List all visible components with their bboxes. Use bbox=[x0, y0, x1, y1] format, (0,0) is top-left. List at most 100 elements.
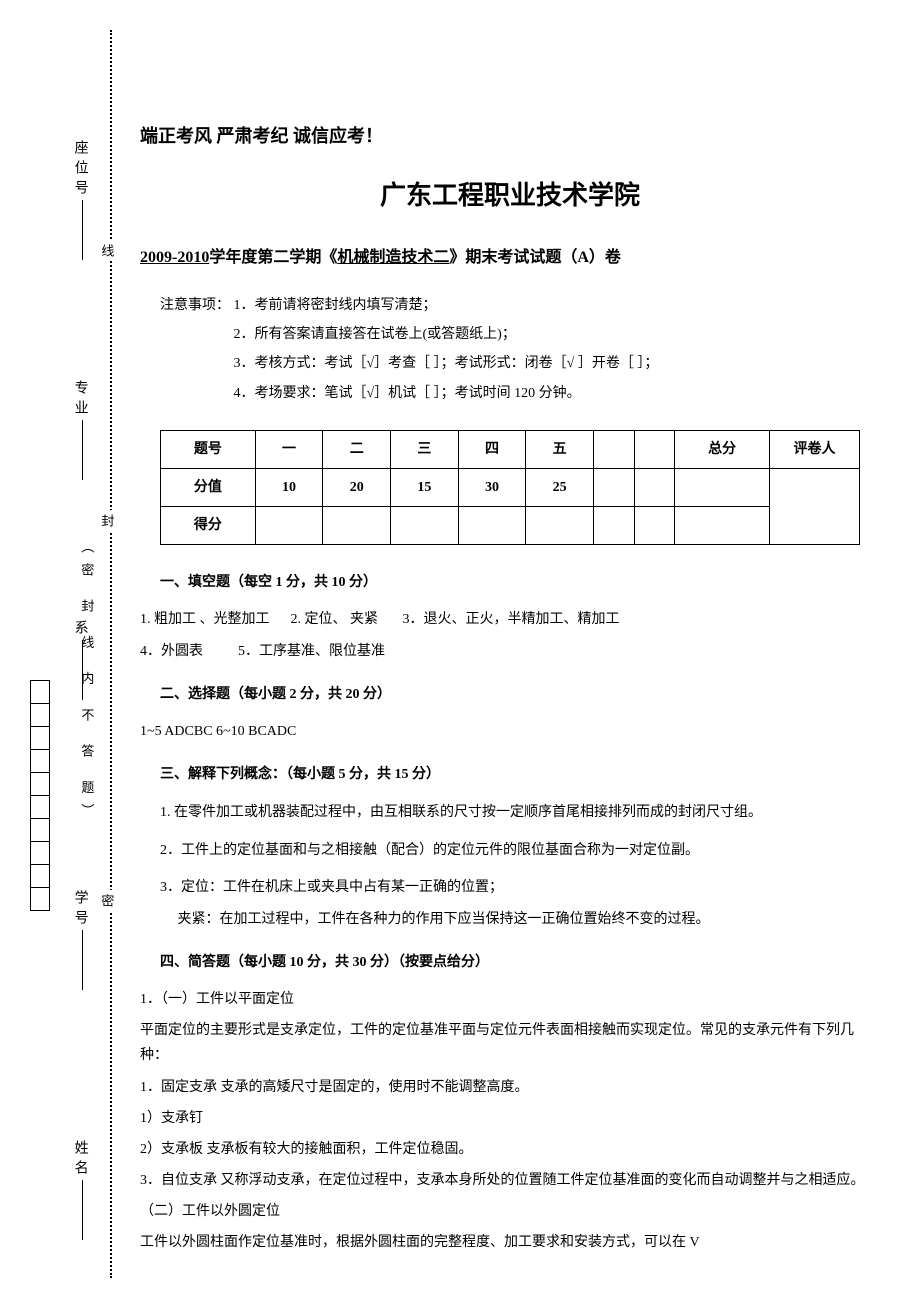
td-blank bbox=[594, 507, 635, 545]
th-score: 分值 bbox=[161, 468, 256, 506]
note-3: 3．考核方式：考试［√］考查［ ］；考试形式：闭卷［√ ］开卷［ ］； bbox=[234, 351, 659, 376]
section-2-title: 二、选择题（每小题 2 分，共 20 分） bbox=[160, 682, 880, 707]
stuid-box bbox=[30, 680, 50, 704]
exam-year: 2009-2010 bbox=[140, 249, 209, 266]
td-blank bbox=[458, 507, 526, 545]
seat-label: 座位号 bbox=[73, 140, 88, 200]
stuid-box bbox=[30, 887, 50, 911]
th-c1: 一 bbox=[255, 430, 323, 468]
field-name: 姓名 bbox=[67, 1140, 92, 1240]
s1-line2: 4．外圆表 5．工序基准、限位基准 bbox=[140, 639, 880, 664]
section-3-answers: 1. 在零件加工或机器装配过程中，由互相联系的尺寸按一定顺序首尾相接排列而成的封… bbox=[140, 799, 880, 931]
score-table: 题号 一 二 三 四 五 总分 评卷人 分值 10 20 15 30 25 得分 bbox=[160, 430, 860, 546]
field-seat-no: 座位号 bbox=[67, 140, 92, 260]
stuid-boxes bbox=[30, 680, 50, 910]
td-blank bbox=[391, 507, 459, 545]
field-stuid: 学号 bbox=[67, 890, 92, 990]
th-c3: 三 bbox=[391, 430, 459, 468]
s4-p2: 平面定位的主要形式是支承定位，工件的定位基准平面与定位元件表面相接触而实现定位。… bbox=[140, 1018, 880, 1068]
td-v1: 10 bbox=[255, 468, 323, 506]
s1-a1: 1. 粗加工 、光整加工 bbox=[140, 612, 270, 627]
s3-q1: 1. 在零件加工或机器装配过程中，由互相联系的尺寸按一定顺序首尾相接排列而成的封… bbox=[160, 799, 880, 827]
s4-p3: 1．固定支承 支承的高矮尺寸是固定的，使用时不能调整高度。 bbox=[140, 1075, 880, 1100]
name-line bbox=[82, 1180, 84, 1240]
section-4-answers: 1．（一）工件以平面定位 平面定位的主要形式是支承定位，工件的定位基准平面与定位… bbox=[140, 987, 880, 1256]
notes-list: 1．考前请将密封线内填写清楚； 2．所有答案请直接答在试卷上(或答题纸上)； 3… bbox=[234, 293, 659, 410]
s3-q2: 2．工件上的定位基面和与之相接触（配合）的定位元件的限位基面合称为一对定位副。 bbox=[160, 837, 880, 865]
td-blank bbox=[675, 507, 770, 545]
notes-block: 注意事项： 1．考前请将密封线内填写清楚； 2．所有答案请直接答在试卷上(或答题… bbox=[140, 293, 880, 410]
s4-p5: 2）支承板 支承板有较大的接触面积，工件定位稳固。 bbox=[140, 1137, 880, 1162]
name-label: 姓名 bbox=[73, 1140, 88, 1180]
exam-suffix: 》期末考试试题（A）卷 bbox=[449, 249, 621, 266]
th-c4: 四 bbox=[458, 430, 526, 468]
stuid-box bbox=[30, 772, 50, 796]
td-blank bbox=[634, 507, 675, 545]
s4-p7: （二）工件以外圆定位 bbox=[140, 1199, 880, 1224]
note-1: 1．考前请将密封线内填写清楚； bbox=[234, 293, 659, 318]
exam-course: 机械制造技术二 bbox=[337, 249, 449, 266]
td-blank bbox=[594, 468, 635, 506]
table-row: 得分 bbox=[161, 507, 860, 545]
s1-line1: 1. 粗加工 、光整加工 2. 定位、 夹紧 3．退火、正火，半精加工、精加工 bbox=[140, 607, 880, 632]
td-blank bbox=[323, 507, 391, 545]
s3-q3b: 夹紧：在加工过程中，工件在各种力的作用下应当保持这一正确位置始终不变的过程。 bbox=[160, 907, 880, 932]
s3-q3a: 3．定位：工件在机床上或夹具中占有某一正确的位置； bbox=[160, 875, 880, 900]
td-blank bbox=[634, 468, 675, 506]
table-row: 题号 一 二 三 四 五 总分 评卷人 bbox=[161, 430, 860, 468]
section-4-title: 四、简答题（每小题 10 分，共 30 分）（按要点给分） bbox=[160, 950, 880, 975]
section-1-title: 一、填空题（每空 1 分，共 10 分） bbox=[160, 570, 880, 595]
td-blank bbox=[526, 507, 594, 545]
exam-title: 2009-2010学年度第二学期《机械制造技术二》期末考试试题（A）卷 bbox=[140, 244, 880, 273]
s1-a5: 5．工序基准、限位基准 bbox=[238, 644, 385, 659]
section-3-title: 三、解释下列概念：（每小题 5 分，共 15 分） bbox=[160, 762, 880, 787]
dept-line bbox=[82, 640, 84, 700]
stuid-box bbox=[30, 703, 50, 727]
section-2-answers: 1~5 ADCBC 6~10 BCADC bbox=[140, 719, 880, 744]
notes-label: 注意事项： bbox=[160, 293, 230, 318]
section-1-answers: 1. 粗加工 、光整加工 2. 定位、 夹紧 3．退火、正火，半精加工、精加工 … bbox=[140, 607, 880, 663]
major-line bbox=[82, 420, 84, 480]
stuid-box bbox=[30, 864, 50, 888]
th-c2: 二 bbox=[323, 430, 391, 468]
stuid-box bbox=[30, 841, 50, 865]
th-total: 总分 bbox=[675, 430, 770, 468]
td-blank bbox=[255, 507, 323, 545]
th-got: 得分 bbox=[161, 507, 256, 545]
stuid-box bbox=[30, 795, 50, 819]
th-grader: 评卷人 bbox=[770, 430, 860, 468]
field-dept: 系 bbox=[67, 620, 92, 700]
major-label: 专业 bbox=[73, 380, 88, 420]
th-num: 题号 bbox=[161, 430, 256, 468]
td-v4: 30 bbox=[458, 468, 526, 506]
s4-p6: 3．自位支承 又称浮动支承，在定位过程中，支承本身所处的位置随工件定位基准面的变… bbox=[140, 1168, 880, 1193]
stuid-label: 学号 bbox=[73, 890, 88, 930]
s4-p4: 1）支承钉 bbox=[140, 1106, 880, 1131]
td-v5: 25 bbox=[526, 468, 594, 506]
s4-p1: 1．（一）工件以平面定位 bbox=[140, 987, 880, 1012]
td-v3: 15 bbox=[391, 468, 459, 506]
s1-a2: 2. 定位、 夹紧 bbox=[291, 612, 379, 627]
td-grader bbox=[770, 468, 860, 544]
page-content: 端正考风 严肃考纪 诚信应考！ 广东工程职业技术学院 2009-2010学年度第… bbox=[0, 0, 920, 1308]
table-row: 分值 10 20 15 30 25 bbox=[161, 468, 860, 506]
stuid-box bbox=[30, 726, 50, 750]
slogan: 端正考风 严肃考纪 诚信应考！ bbox=[140, 120, 880, 152]
seat-line bbox=[82, 200, 84, 260]
note-2: 2．所有答案请直接答在试卷上(或答题纸上)； bbox=[234, 322, 659, 347]
s4-p8: 工件以外圆柱面作定位基准时，根据外圆柱面的完整程度、加工要求和安装方式，可以在 … bbox=[140, 1230, 880, 1255]
binding-edge: 座位号 专业 系 学号 姓名 bbox=[40, 130, 120, 1268]
th-c5: 五 bbox=[526, 430, 594, 468]
college-name: 广东工程职业技术学院 bbox=[140, 172, 880, 219]
dept-label: 系 bbox=[73, 620, 88, 640]
th-blank2 bbox=[634, 430, 675, 468]
td-v2: 20 bbox=[323, 468, 391, 506]
note-4: 4．考场要求：笔试［√］机试［ ］；考试时间 120 分钟。 bbox=[234, 381, 659, 406]
th-blank1 bbox=[594, 430, 635, 468]
field-major: 专业 bbox=[67, 380, 92, 480]
stuid-box bbox=[30, 818, 50, 842]
stuid-line bbox=[82, 930, 84, 990]
s1-a4: 4．外圆表 bbox=[140, 644, 203, 659]
exam-sem: 学年度第二学期《 bbox=[209, 249, 337, 266]
stuid-box bbox=[30, 749, 50, 773]
